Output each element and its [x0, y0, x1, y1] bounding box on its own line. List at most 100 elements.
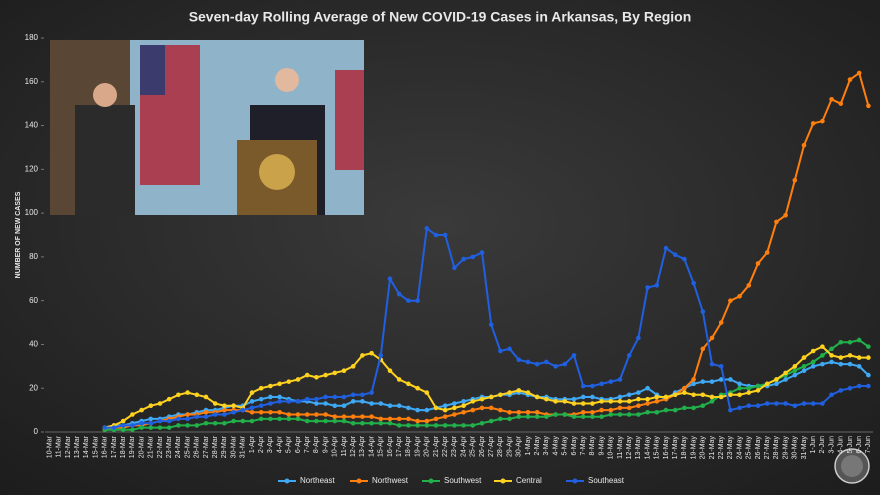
point	[580, 414, 586, 419]
point	[341, 403, 347, 409]
point	[258, 410, 264, 415]
point	[847, 77, 853, 82]
point	[111, 425, 117, 430]
point	[406, 298, 411, 303]
point	[378, 416, 384, 422]
point	[709, 399, 715, 404]
x-tick-label: 11-Apr	[341, 435, 348, 456]
x-tick-label: 14-Mar	[83, 435, 90, 458]
x-tick-label: 15-Apr	[378, 435, 385, 457]
point	[286, 399, 292, 404]
legend-swatch-dot	[572, 478, 578, 484]
point	[249, 399, 255, 404]
point	[866, 103, 871, 109]
point	[277, 381, 282, 387]
point	[424, 423, 430, 428]
point	[461, 399, 466, 404]
point	[829, 96, 834, 102]
point	[590, 414, 595, 419]
y-tick-label: 40	[29, 340, 38, 349]
point	[424, 418, 430, 424]
point	[350, 420, 356, 426]
point	[746, 385, 752, 391]
point	[222, 412, 227, 417]
x-tick-label: 31-May	[801, 436, 808, 460]
point	[314, 412, 319, 417]
point	[424, 226, 430, 231]
point	[507, 346, 512, 352]
x-tick-label: 10-May	[608, 436, 615, 460]
point	[590, 401, 595, 406]
point	[406, 423, 411, 428]
point	[470, 399, 476, 404]
point	[396, 291, 402, 297]
x-tick-label: 20-Mar	[138, 435, 145, 458]
point	[838, 339, 844, 345]
point	[350, 414, 356, 419]
x-tick-label: 25-Apr	[470, 435, 477, 457]
point	[120, 418, 126, 424]
point	[194, 414, 200, 419]
x-tick-label: 1-May	[525, 436, 532, 456]
point	[314, 418, 319, 424]
point	[277, 410, 282, 415]
point	[553, 399, 558, 404]
point	[562, 399, 568, 404]
video-inset	[50, 40, 364, 215]
point	[139, 407, 144, 413]
point	[507, 390, 512, 395]
point	[709, 394, 715, 400]
point	[682, 390, 687, 395]
point	[341, 414, 347, 419]
point	[360, 353, 365, 358]
point	[866, 344, 871, 349]
x-tick-label: 21-May	[709, 436, 716, 460]
x-tick-label: 12-May	[626, 436, 633, 460]
point	[728, 377, 733, 382]
point	[102, 425, 108, 430]
point	[617, 399, 623, 404]
point	[406, 405, 411, 411]
legend-swatch-dot	[284, 478, 290, 484]
point	[369, 350, 374, 356]
point	[755, 261, 761, 266]
point	[783, 377, 788, 382]
point	[829, 392, 834, 398]
legend-label: Northeast	[300, 476, 335, 485]
point	[810, 121, 816, 126]
point	[608, 412, 614, 417]
point	[332, 370, 338, 376]
point	[755, 388, 761, 393]
point	[682, 385, 687, 391]
point	[691, 381, 696, 387]
point	[387, 368, 393, 374]
point	[341, 418, 347, 424]
point	[590, 394, 595, 400]
x-tick-label: 27-May	[764, 436, 771, 460]
point	[139, 420, 144, 426]
x-tick-label: 11-May	[617, 436, 624, 459]
point	[452, 412, 457, 417]
point	[222, 407, 227, 413]
x-tick-label: 15-Mar	[92, 435, 99, 458]
point	[792, 368, 798, 374]
point	[249, 410, 255, 415]
point	[856, 364, 862, 369]
point	[507, 416, 512, 422]
point	[829, 359, 834, 365]
point	[479, 250, 485, 255]
x-tick-label: 6-Jun	[856, 436, 863, 454]
y-tick-label: 20	[29, 383, 38, 392]
point	[157, 418, 163, 424]
x-tick-label: 28-May	[773, 436, 780, 460]
point	[792, 364, 798, 369]
point	[792, 372, 798, 378]
point	[663, 245, 669, 251]
point	[314, 401, 319, 406]
point	[810, 364, 816, 369]
point	[498, 416, 503, 422]
point	[304, 396, 310, 402]
point	[764, 381, 770, 387]
legend-swatch-dot	[428, 478, 434, 484]
point	[534, 361, 540, 367]
